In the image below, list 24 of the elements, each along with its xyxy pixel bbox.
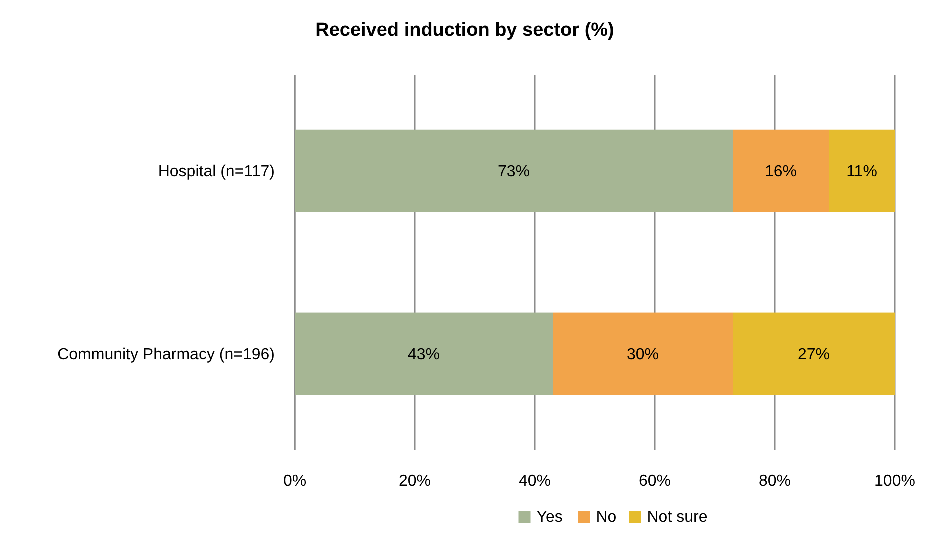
bar	[733, 312, 895, 396]
data-label: 73%	[498, 164, 530, 181]
bar	[295, 130, 733, 212]
bar	[295, 312, 553, 396]
data-label: 11%	[846, 164, 878, 181]
data-label: 30%	[626, 346, 660, 364]
chart-title: Received induction by sector (%)	[316, 20, 614, 41]
legend-label: No	[596, 509, 617, 526]
bar	[553, 312, 733, 396]
data-label: 43%	[408, 346, 440, 364]
x-tick-label: 40%	[518, 473, 552, 490]
y-tick-label: Community Pharmacy (n=196)	[58, 346, 275, 364]
y-tick-label: Hospital (n=117)	[158, 164, 275, 181]
bar	[829, 130, 895, 212]
x-tick-label: 60%	[638, 473, 672, 490]
x-tick-label: 20%	[398, 473, 432, 490]
legend-label: Yes	[536, 509, 563, 526]
x-tick-label: 100%	[874, 473, 916, 490]
data-label: 16%	[764, 164, 798, 181]
bar	[733, 130, 829, 212]
legend-label: Not sure	[647, 509, 708, 526]
x-tick-label: 80%	[758, 473, 792, 490]
x-tick-label: 0%	[283, 473, 307, 490]
data-label: 27%	[798, 346, 830, 364]
